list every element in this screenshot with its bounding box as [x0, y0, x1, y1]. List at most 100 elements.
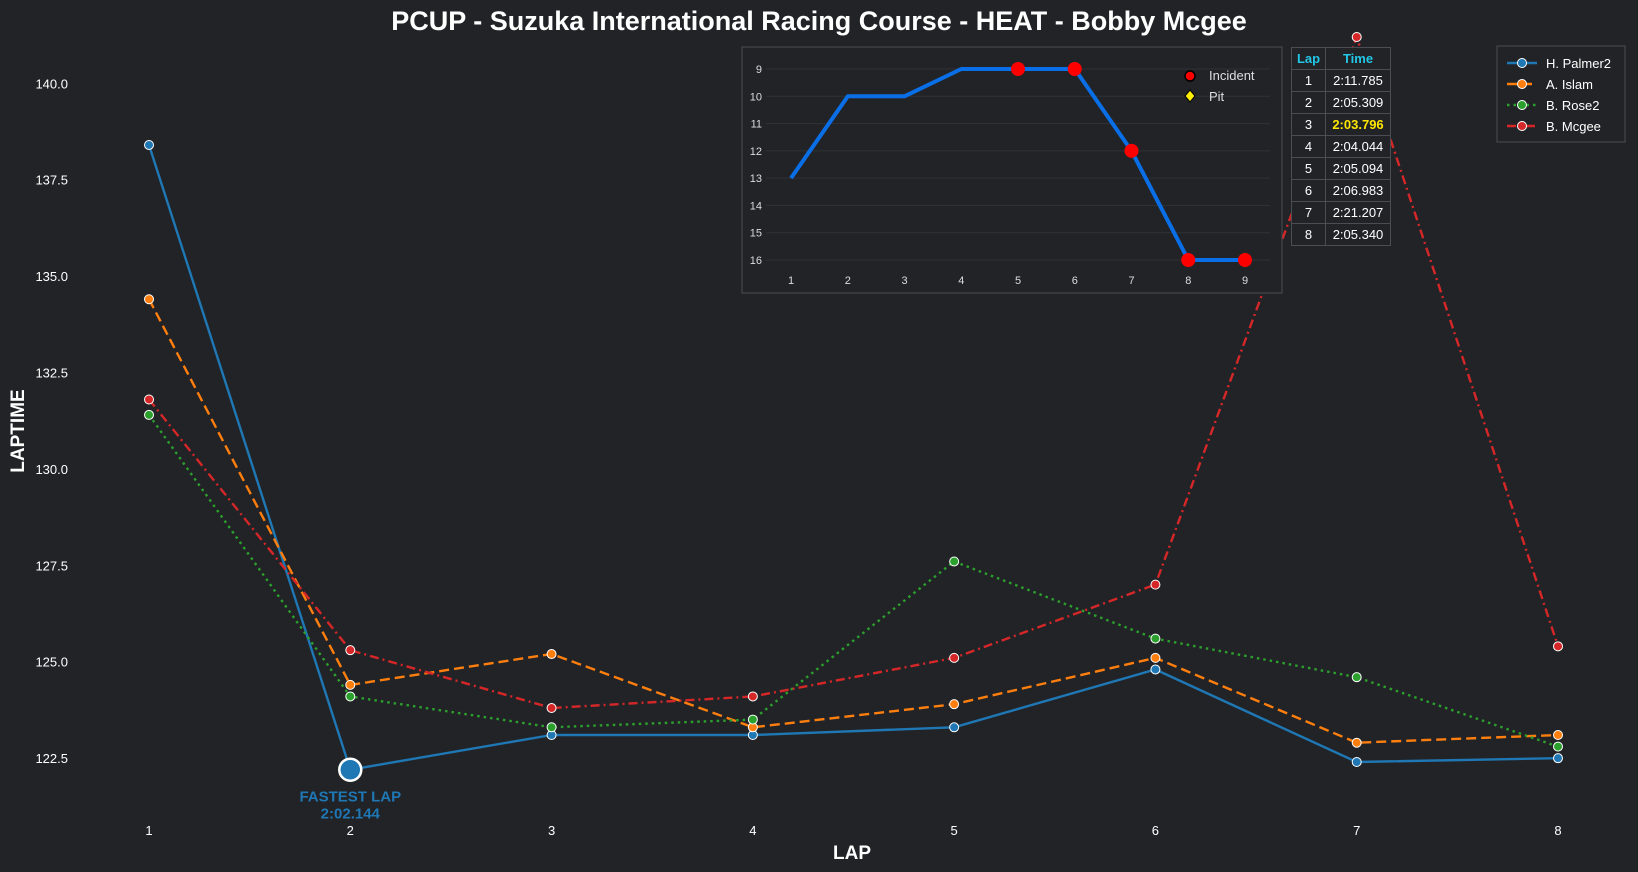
- lap-time-cell: 2:11.785: [1325, 69, 1391, 92]
- chart-title: PCUP - Suzuka International Racing Cours…: [391, 6, 1247, 36]
- y-tick-label: 140.0: [35, 76, 68, 91]
- fastest-lap-value: 2:02.144: [321, 806, 381, 823]
- inset-y-tick-label: 9: [756, 64, 762, 76]
- data-point: [1553, 641, 1563, 652]
- y-tick-label: 132.5: [35, 366, 68, 381]
- lap-number-cell: 4: [1291, 135, 1326, 158]
- x-tick-label: 3: [548, 823, 555, 838]
- inset-y-tick-label: 16: [750, 255, 762, 267]
- column-header-time: Time: [1325, 47, 1391, 70]
- legend-label: B. Mcgee: [1546, 119, 1601, 134]
- lap-number-cell: 5: [1291, 157, 1326, 180]
- x-tick-label: 4: [749, 823, 756, 838]
- x-tick-label: 2: [347, 823, 354, 838]
- data-point: [144, 139, 154, 150]
- lap-number-cell: 6: [1291, 179, 1326, 202]
- data-point: [546, 703, 557, 714]
- data-point: [1150, 652, 1161, 663]
- data-point: [1150, 579, 1161, 590]
- inset-y-ticks: 9 10 11 12 13 14 15 16: [750, 64, 762, 267]
- inset-x-tick-label: 8: [1185, 275, 1191, 287]
- table-row: 1 2:11.785: [1291, 69, 1391, 92]
- y-tick-label: 135.0: [35, 269, 68, 284]
- x-tick-label: 5: [951, 823, 958, 838]
- y-tick-label: 122.5: [35, 751, 68, 766]
- data-point: [345, 645, 356, 656]
- inset-y-tick-label: 13: [750, 173, 762, 185]
- inset-x-tick-label: 4: [958, 275, 964, 287]
- inset-y-tick-label: 11: [751, 119, 762, 131]
- inset-x-tick-label: 3: [901, 275, 907, 287]
- inset-legend: Incident Pit: [1184, 68, 1255, 104]
- inset-x-tick-label: 1: [788, 275, 794, 287]
- lap-time-cell: 2:03.796: [1325, 113, 1391, 136]
- legend-item-h-palmer2: H. Palmer2: [1507, 56, 1611, 71]
- series-b-rose2: [144, 409, 1563, 752]
- inset-x-ticks: 1 2 3 4 5 6 7 8 9: [788, 275, 1248, 287]
- series-line: [147, 298, 1559, 744]
- legend-marker: [1517, 121, 1527, 131]
- data-point: [144, 409, 154, 420]
- legend-marker: [1517, 79, 1527, 89]
- data-point: [949, 722, 960, 733]
- x-tick-label: 8: [1554, 823, 1561, 838]
- inset-y-tick-label: 12: [750, 146, 762, 158]
- lap-number-cell: 7: [1291, 201, 1326, 224]
- series-a-islam: [144, 294, 1563, 748]
- inset-x-tick-label: 2: [845, 275, 851, 287]
- data-point: [949, 699, 960, 710]
- lap-time-cell: 2:21.207: [1325, 201, 1391, 224]
- data-point: [747, 714, 758, 725]
- table-row: 8 2:05.340: [1291, 223, 1391, 246]
- lap-number-cell: 2: [1291, 91, 1326, 114]
- lap-number-cell: 1: [1291, 69, 1326, 92]
- data-point: [949, 556, 960, 567]
- table-row: 7 2:21.207: [1291, 201, 1391, 224]
- incident-marker: [1011, 62, 1025, 76]
- data-point: [1351, 672, 1362, 683]
- data-point: [1351, 757, 1362, 768]
- fastest-lap-label: FASTEST LAP: [299, 789, 401, 806]
- inset-x-tick-label: 7: [1128, 275, 1134, 287]
- inset-y-tick-label: 14: [750, 200, 762, 212]
- table-row: 6 2:06.983: [1291, 179, 1391, 202]
- lap-time-cell: 2:05.340: [1325, 223, 1391, 246]
- fastest-lap-marker: [338, 757, 363, 782]
- lap-time-cell: 2:06.983: [1325, 179, 1391, 202]
- x-tick-label: 1: [145, 823, 152, 838]
- inset-legend-incident: Incident: [1209, 68, 1255, 83]
- data-point: [546, 649, 557, 660]
- data-point: [1553, 730, 1563, 741]
- inset-x-tick-label: 6: [1072, 275, 1078, 287]
- legend-marker: [1517, 100, 1527, 110]
- series-line: [147, 144, 1559, 771]
- lap-time-cell: 2:05.309: [1325, 91, 1391, 114]
- data-point: [949, 652, 960, 663]
- data-point: [144, 294, 154, 305]
- inset-y-tick-label: 15: [750, 228, 762, 240]
- legend-item-b-mcgee: B. Mcgee: [1507, 119, 1601, 134]
- legend-marker: [1517, 58, 1527, 68]
- table-row: 2 2:05.309: [1291, 91, 1391, 114]
- legend-item-a-islam: A. Islam: [1507, 77, 1593, 92]
- table-row: 4 2:04.044: [1291, 135, 1391, 158]
- y-tick-label: 127.5: [35, 558, 68, 573]
- data-point: [1150, 664, 1161, 675]
- inset-x-tick-label: 9: [1242, 275, 1248, 287]
- data-point: [345, 691, 356, 702]
- lap-time-cell: 2:04.044: [1325, 135, 1391, 158]
- data-point: [144, 394, 154, 405]
- pit-marker-icon: [1184, 89, 1196, 103]
- data-point: [1351, 32, 1362, 42]
- inset-legend-pit: Pit: [1209, 89, 1225, 104]
- series-line: [148, 414, 1559, 748]
- inset-x-tick-label: 5: [1015, 275, 1021, 287]
- y-axis-ticks: 122.5 125.0 127.5 130.0 132.5 135.0 137.5 140.0: [35, 76, 68, 766]
- x-axis-ticks: 1 2 3 4 5 6 7 8: [145, 823, 1561, 838]
- lap-times-table: Lap Time 1 2:11.785 2 2:05.309 3 2:03.796 4 2:0…: [1291, 47, 1391, 246]
- data-point: [1553, 741, 1563, 752]
- data-point: [1553, 753, 1563, 764]
- x-tick-label: 6: [1152, 823, 1159, 838]
